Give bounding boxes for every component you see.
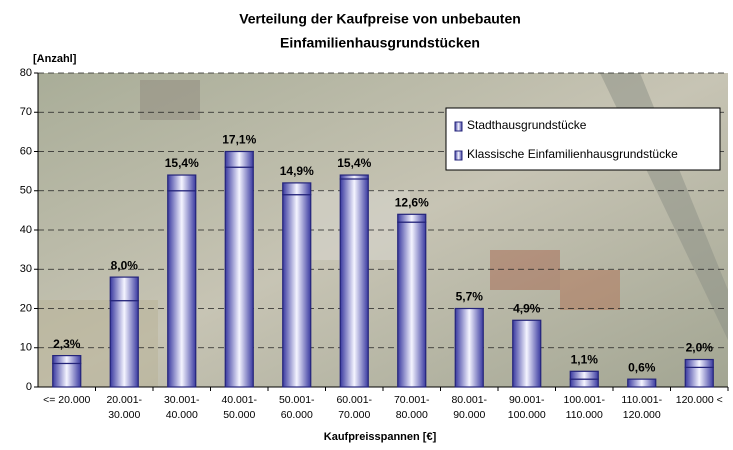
y-tick-label: 70 <box>20 106 32 118</box>
bar-segment <box>513 320 541 387</box>
data-label: 0,6% <box>628 360 656 374</box>
bar-segment <box>225 167 253 387</box>
x-tick-label: 30.001- <box>164 394 200 406</box>
data-label: 8,0% <box>111 258 139 272</box>
y-tick-label: 10 <box>20 342 32 354</box>
x-tick-label: 40.001- <box>221 394 257 406</box>
bar-segment <box>110 301 138 387</box>
x-tick-label: 70.000 <box>338 409 370 421</box>
bar-segment <box>110 277 138 301</box>
x-tick-label: 30.000 <box>108 409 140 421</box>
x-tick-label: 80.001- <box>451 394 487 406</box>
bar-segment <box>168 175 196 191</box>
chart-title: Einfamilienhausgrundstücken <box>280 35 480 51</box>
bar-segment <box>53 363 81 387</box>
data-label: 2,3% <box>53 337 81 351</box>
y-tick-label: 30 <box>20 263 32 275</box>
bar-segment <box>398 222 426 387</box>
bar-segment <box>398 214 426 222</box>
data-label: 15,4% <box>165 156 199 170</box>
x-tick-label: 90.001- <box>509 394 545 406</box>
data-label: 12,6% <box>395 195 429 209</box>
x-tick-label: 60.000 <box>281 409 313 421</box>
x-tick-label: 110.000 <box>566 409 603 421</box>
bar-segment <box>225 152 253 168</box>
bar-segment <box>283 183 311 195</box>
x-tick-label: 120.000 <box>623 409 661 421</box>
bar-segment <box>340 175 368 179</box>
bar-segment <box>53 356 81 364</box>
x-tick-label: 80.000 <box>396 409 428 421</box>
y-tick-label: 50 <box>20 185 32 197</box>
x-tick-label: <= 20.000 <box>43 394 90 406</box>
y-tick-label: 60 <box>20 145 32 157</box>
y-axis-label: [Anzahl] <box>33 53 77 65</box>
x-tick-label: 100.001- <box>564 394 606 406</box>
y-tick-label: 0 <box>26 381 32 393</box>
y-tick-label: 40 <box>20 224 32 236</box>
chart: Verteilung der Kaufpreise von unbebauten… <box>0 0 733 445</box>
bar-segment <box>168 191 196 387</box>
bar-segment <box>570 379 598 387</box>
bar-segment <box>685 367 713 387</box>
legend-swatch <box>455 122 462 131</box>
data-label: 1,1% <box>571 352 599 366</box>
bar-segment <box>628 379 656 387</box>
data-label: 14,9% <box>280 164 314 178</box>
data-label: 17,1% <box>222 133 256 147</box>
x-tick-label: 100.000 <box>508 409 546 421</box>
data-label: 5,7% <box>456 290 484 304</box>
data-label: 15,4% <box>337 156 371 170</box>
data-label: 2,0% <box>686 341 714 355</box>
x-tick-label: 50.000 <box>223 409 255 421</box>
bar-segment <box>570 371 598 379</box>
x-tick-label: 20.001- <box>106 394 142 406</box>
x-tick-label: 40.000 <box>166 409 198 421</box>
x-tick-label: 110.001- <box>621 394 662 406</box>
bar-segment <box>340 179 368 387</box>
bar-segment <box>455 309 483 388</box>
chart-title: Verteilung der Kaufpreise von unbebauten <box>239 11 521 27</box>
x-tick-label: 60.001- <box>336 394 372 406</box>
legend-swatch <box>455 151 462 160</box>
y-tick-label: 80 <box>20 67 32 79</box>
x-tick-label: 50.001- <box>279 394 315 406</box>
x-tick-label: 70.001- <box>394 394 430 406</box>
bar-segment <box>283 195 311 387</box>
x-axis-label: Kaufpreisspannen [€] <box>324 431 437 443</box>
x-tick-label: 90.000 <box>453 409 485 421</box>
legend-label: Klassische Einfamilienhausgrundstücke <box>467 147 678 161</box>
data-label: 4,9% <box>513 301 541 315</box>
y-tick-label: 20 <box>20 302 32 314</box>
legend-label: Stadthausgrundstücke <box>467 118 587 132</box>
bar-segment <box>685 360 713 368</box>
x-tick-label: 120.000 < <box>676 394 723 406</box>
